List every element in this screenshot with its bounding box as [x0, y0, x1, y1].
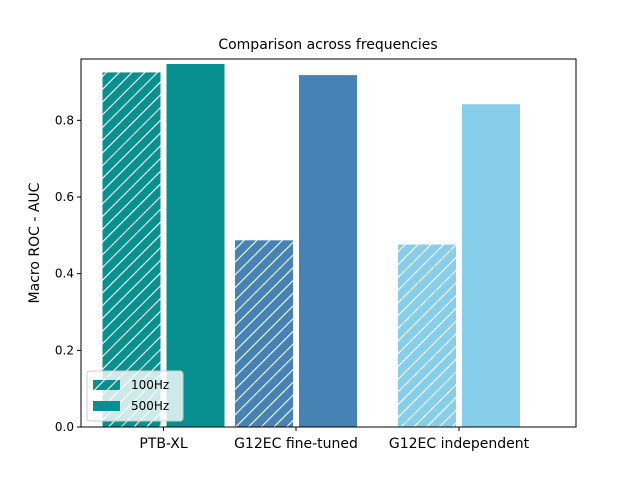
bar-hatch-2 — [398, 244, 456, 427]
y-axis-label: Macro ROC - AUC — [27, 182, 43, 303]
legend-swatch-hatch — [93, 380, 120, 390]
x-category-label: G12EC independent — [389, 436, 530, 452]
bar-500hz-0 — [166, 63, 225, 427]
y-axis: 0.0 0.2 0.4 0.6 0.8 — [55, 113, 81, 434]
legend: 100Hz 500Hz — [86, 370, 184, 422]
chart-title: Comparison across frequencies — [218, 37, 437, 53]
y-tick-label: 0.0 — [55, 420, 74, 434]
y-tick-label: 0.4 — [55, 267, 74, 281]
bar-500hz-1 — [299, 75, 357, 427]
bar-hatch-1 — [235, 240, 293, 427]
y-tick-label: 0.2 — [55, 343, 74, 357]
y-tick-label: 0.8 — [55, 113, 74, 127]
x-category-label: G12EC fine-tuned — [234, 436, 358, 452]
legend-swatch-500hz — [93, 401, 120, 411]
y-tick-label: 0.6 — [55, 190, 74, 204]
x-axis: PTB-XL G12EC fine-tuned G12EC independent — [139, 427, 530, 452]
legend-label: 500Hz — [131, 399, 169, 413]
bars-group — [102, 63, 520, 428]
bar-500hz-2 — [462, 104, 520, 427]
legend-label: 100Hz — [131, 378, 169, 392]
plot-frame — [80, 58, 577, 428]
x-category-label: PTB-XL — [139, 436, 188, 452]
bar-hatch-0 — [102, 72, 161, 428]
